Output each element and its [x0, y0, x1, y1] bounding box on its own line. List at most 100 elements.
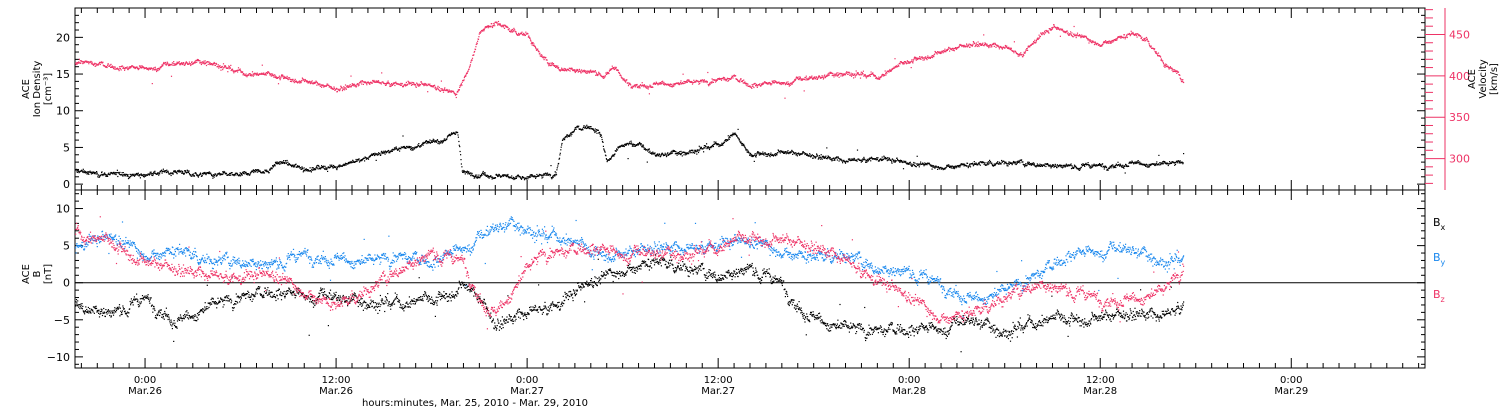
velocity-series-point	[762, 83, 764, 85]
density-series-point	[463, 171, 465, 173]
density-series-point	[923, 163, 925, 165]
velocity-series-point	[786, 81, 788, 83]
velocity-series-point	[445, 89, 448, 91]
density-series-point	[594, 131, 596, 134]
velocity-series-point	[442, 89, 444, 91]
density-series-point	[336, 167, 338, 169]
density-series-point	[1109, 166, 1111, 168]
density-series-point	[631, 145, 633, 147]
velocity-series-point	[184, 64, 186, 66]
velocity-series-point	[86, 60, 88, 62]
velocity-series-point	[822, 78, 824, 80]
velocity-series-point	[699, 81, 701, 83]
velocity-series-point	[274, 74, 276, 76]
density-series-point	[76, 171, 78, 173]
density-series-point	[80, 170, 82, 172]
density-series-point	[112, 171, 115, 173]
density-series-point	[167, 172, 170, 174]
velocity-series-point	[842, 75, 844, 77]
density-series-point	[157, 173, 159, 175]
density-series-point	[584, 126, 587, 128]
velocity-series-point	[983, 45, 985, 47]
velocity-series-point	[475, 43, 477, 46]
velocity-series-point	[250, 74, 252, 76]
density-series-point	[89, 170, 91, 172]
velocity-series-point	[839, 73, 841, 75]
density-series-point	[126, 175, 128, 177]
velocity-series-point	[508, 29, 510, 31]
density-series-point	[955, 167, 957, 169]
velocity-series-point	[529, 37, 531, 39]
velocity-series-point	[874, 75, 876, 77]
velocity-series-point	[709, 83, 711, 86]
density-series-point	[632, 143, 634, 145]
velocity-series-point	[333, 87, 335, 89]
density-series-point	[1108, 167, 1110, 169]
velocity-series-point	[903, 61, 905, 63]
density-series-point	[787, 150, 789, 152]
density-series-point	[1124, 172, 1126, 174]
velocity-series-point	[80, 62, 82, 64]
velocity-series-point	[670, 85, 672, 88]
density-series-point	[98, 176, 101, 178]
density-series-point	[114, 171, 116, 174]
velocity-series-point	[974, 43, 976, 45]
density-series-point	[907, 163, 909, 165]
velocity-series-point	[687, 79, 689, 81]
density-series-point	[715, 141, 717, 143]
velocity-series-point	[312, 82, 314, 84]
velocity-series-point	[766, 82, 768, 84]
density-series-point	[1070, 164, 1072, 166]
density-series-point	[83, 170, 85, 172]
density-series-point	[263, 172, 266, 174]
density-axis-tick-label: 0	[63, 178, 70, 191]
density-series-point	[661, 152, 663, 154]
density-series-point	[1056, 167, 1058, 169]
velocity-series-point	[679, 83, 681, 85]
velocity-series-point	[213, 63, 215, 65]
density-series-point	[150, 173, 152, 175]
velocity-series-point	[386, 81, 388, 83]
density-series-point	[928, 162, 930, 164]
velocity-series-point	[139, 67, 141, 69]
velocity-series-point	[780, 82, 782, 85]
velocity-series-point	[907, 60, 909, 63]
density-series-point	[235, 174, 237, 176]
velocity-series-point	[454, 94, 457, 96]
density-series-point	[228, 172, 231, 175]
density-series-point	[602, 141, 604, 143]
density-series-point	[687, 153, 689, 155]
density-series-point	[406, 145, 408, 147]
velocity-series-point	[728, 79, 730, 81]
density-series-point	[868, 158, 870, 160]
density-series-point	[517, 175, 519, 177]
velocity-series-point	[497, 20, 500, 23]
density-series-point	[993, 164, 995, 166]
velocity-series-point	[845, 72, 847, 74]
density-series-point	[441, 141, 443, 143]
velocity-series-point	[595, 74, 597, 76]
velocity-series-point	[915, 58, 917, 60]
velocity-series-point	[805, 79, 807, 81]
density-series-point	[208, 171, 210, 173]
velocity-series-point	[737, 79, 739, 81]
density-series-point	[413, 147, 415, 149]
velocity-series-point	[966, 43, 968, 45]
velocity-series-point	[344, 89, 346, 91]
velocity-series-point	[160, 67, 162, 69]
velocity-series-point	[407, 80, 409, 82]
density-series-point	[848, 159, 850, 161]
velocity-series-point	[611, 68, 613, 70]
velocity-series-point	[242, 74, 244, 76]
velocity-series-point	[227, 67, 229, 69]
velocity-series-point	[211, 63, 214, 65]
density-series-point	[547, 174, 549, 176]
density-series-point	[933, 166, 935, 168]
density-series-point	[496, 174, 498, 176]
density-series-point	[283, 162, 285, 164]
density-series-point	[443, 138, 445, 140]
velocity-series-point	[531, 44, 533, 46]
density-series-point	[156, 172, 159, 174]
density-series-point	[180, 170, 182, 172]
density-series-point	[918, 164, 920, 166]
